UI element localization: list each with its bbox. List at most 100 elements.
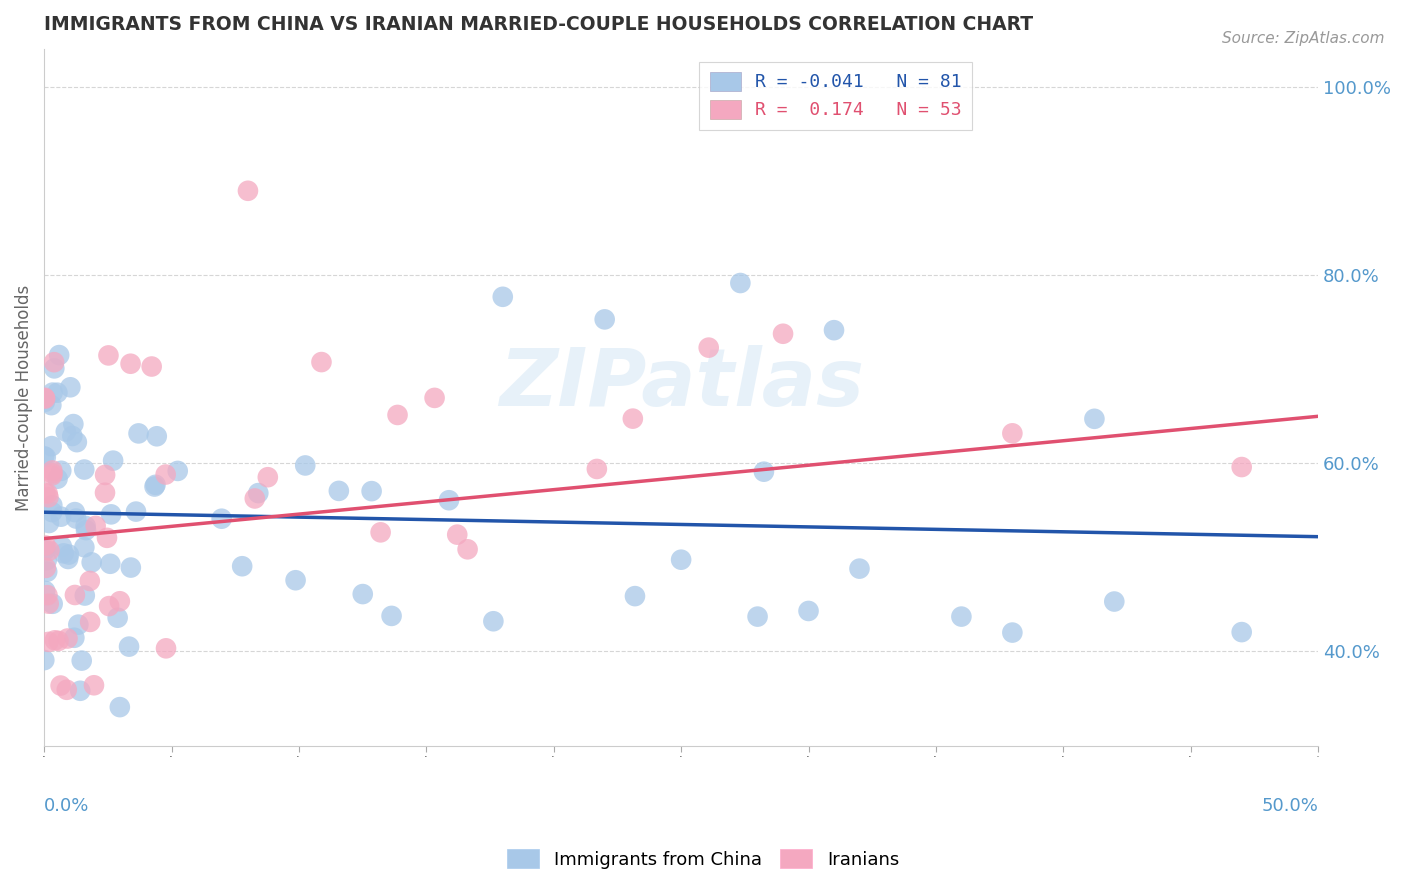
Point xyxy=(381,608,404,623)
Point xyxy=(34,539,56,553)
Point xyxy=(155,467,177,482)
Point xyxy=(37,490,59,504)
Text: 0.0%: 0.0% xyxy=(44,797,90,815)
Point xyxy=(46,385,69,400)
Point xyxy=(84,519,107,533)
Point xyxy=(41,597,63,611)
Point xyxy=(56,632,79,646)
Point xyxy=(423,391,446,405)
Point xyxy=(79,574,101,588)
Point xyxy=(35,450,58,465)
Point xyxy=(62,417,84,431)
Point xyxy=(46,472,69,486)
Point xyxy=(107,611,129,625)
Point xyxy=(44,633,66,648)
Point xyxy=(66,435,89,450)
Point xyxy=(37,486,59,500)
Point xyxy=(52,546,75,560)
Point xyxy=(772,326,794,341)
Point xyxy=(360,484,382,499)
Point xyxy=(49,509,72,524)
Point xyxy=(108,700,131,714)
Point xyxy=(37,635,59,649)
Point xyxy=(108,594,131,608)
Point xyxy=(37,565,59,579)
Point xyxy=(60,429,83,443)
Point xyxy=(38,516,60,530)
Point xyxy=(387,408,409,422)
Point xyxy=(328,483,350,498)
Point xyxy=(1083,412,1105,426)
Point xyxy=(1230,460,1253,475)
Point xyxy=(457,542,479,557)
Point xyxy=(51,539,73,553)
Point xyxy=(145,478,167,492)
Point xyxy=(44,361,66,376)
Point xyxy=(446,527,468,541)
Point xyxy=(34,543,56,558)
Point xyxy=(34,653,56,667)
Y-axis label: Married-couple Households: Married-couple Households xyxy=(15,285,32,510)
Point xyxy=(97,348,120,362)
Point xyxy=(437,493,460,508)
Point xyxy=(48,633,70,648)
Point xyxy=(65,511,87,525)
Point xyxy=(284,573,307,587)
Point xyxy=(697,341,720,355)
Legend: R = -0.041   N = 81, R =  0.174   N = 53: R = -0.041 N = 81, R = 0.174 N = 53 xyxy=(699,62,972,129)
Point xyxy=(63,588,86,602)
Point xyxy=(624,589,647,603)
Point xyxy=(55,425,77,439)
Point xyxy=(1230,625,1253,640)
Point xyxy=(236,184,259,198)
Point xyxy=(38,597,60,611)
Point xyxy=(125,505,148,519)
Point xyxy=(51,464,73,478)
Point xyxy=(41,498,63,512)
Point xyxy=(621,411,644,425)
Point xyxy=(41,505,63,519)
Point xyxy=(294,458,316,473)
Point xyxy=(35,553,58,567)
Point xyxy=(59,380,82,394)
Point xyxy=(38,543,60,558)
Point xyxy=(101,453,124,467)
Point xyxy=(35,561,58,575)
Point xyxy=(34,583,56,598)
Point xyxy=(247,486,270,500)
Point xyxy=(243,491,266,506)
Point xyxy=(155,641,177,656)
Point xyxy=(41,468,63,483)
Point xyxy=(128,426,150,441)
Point xyxy=(120,357,142,371)
Point xyxy=(288,764,311,778)
Legend: Immigrants from China, Iranians: Immigrants from China, Iranians xyxy=(499,841,907,876)
Point xyxy=(1001,426,1024,441)
Point xyxy=(593,312,616,326)
Point xyxy=(311,355,333,369)
Point xyxy=(41,439,63,453)
Point xyxy=(848,561,870,575)
Point xyxy=(55,682,77,697)
Point xyxy=(34,486,56,500)
Point xyxy=(69,683,91,698)
Point xyxy=(94,467,117,482)
Point xyxy=(73,541,96,555)
Text: 50.0%: 50.0% xyxy=(1261,797,1319,815)
Point xyxy=(56,552,79,566)
Point xyxy=(73,462,96,476)
Point xyxy=(63,631,86,645)
Point xyxy=(41,398,63,412)
Point xyxy=(797,604,820,618)
Text: IMMIGRANTS FROM CHINA VS IRANIAN MARRIED-COUPLE HOUSEHOLDS CORRELATION CHART: IMMIGRANTS FROM CHINA VS IRANIAN MARRIED… xyxy=(44,15,1033,34)
Point xyxy=(141,359,163,374)
Point xyxy=(41,385,63,400)
Point xyxy=(48,348,70,362)
Point xyxy=(118,640,141,654)
Point xyxy=(120,560,142,574)
Point xyxy=(145,429,167,443)
Point xyxy=(96,531,118,545)
Point xyxy=(231,559,253,574)
Point xyxy=(58,548,80,562)
Point xyxy=(143,479,166,493)
